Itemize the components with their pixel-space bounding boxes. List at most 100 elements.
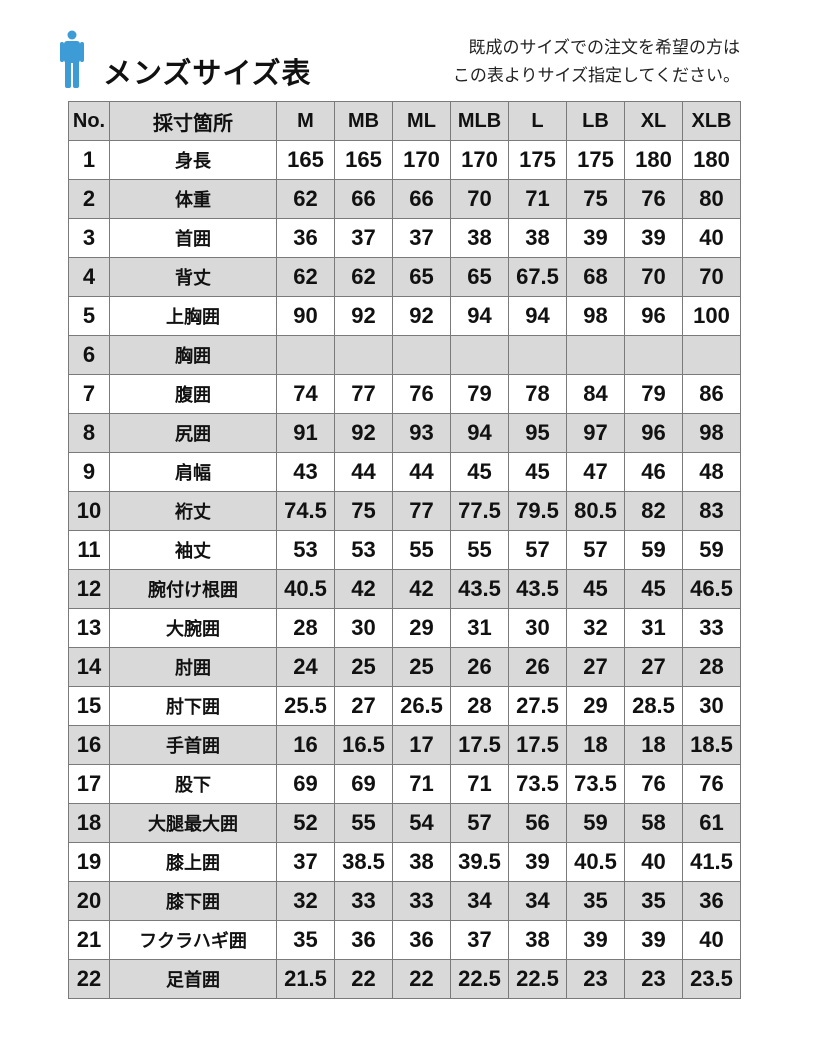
column-header: XLB xyxy=(682,101,741,141)
size-value: 36 xyxy=(392,920,451,960)
size-value: 79 xyxy=(624,374,683,414)
size-value: 92 xyxy=(392,296,451,336)
size-value: 26 xyxy=(450,647,509,687)
size-value: 34 xyxy=(450,881,509,921)
size-value: 59 xyxy=(682,530,741,570)
size-value: 24 xyxy=(276,647,335,687)
size-value: 35 xyxy=(624,881,683,921)
table-row: 3 首囲 36 37 37 38 38 39 39 40 xyxy=(68,218,741,258)
size-value: 69 xyxy=(276,764,335,804)
size-value: 175 xyxy=(566,140,625,180)
size-value: 48 xyxy=(682,452,741,492)
size-value: 71 xyxy=(450,764,509,804)
size-value: 37 xyxy=(334,218,393,258)
size-value: 29 xyxy=(392,608,451,648)
size-value: 21.5 xyxy=(276,959,335,999)
size-value: 62 xyxy=(334,257,393,297)
row-number: 14 xyxy=(68,647,110,687)
size-value: 35 xyxy=(566,881,625,921)
size-value: 45 xyxy=(450,452,509,492)
table-row: 21 フクラハギ囲 35 36 36 37 38 39 39 40 xyxy=(68,920,741,960)
table-row: 16 手首囲 16 16.5 17 17.5 17.5 18 18 18.5 xyxy=(68,725,741,765)
size-value xyxy=(276,335,335,375)
size-value: 40 xyxy=(624,842,683,882)
row-number: 17 xyxy=(68,764,110,804)
size-value: 40.5 xyxy=(276,569,335,609)
size-value: 83 xyxy=(682,491,741,531)
size-value: 43.5 xyxy=(508,569,567,609)
size-value: 54 xyxy=(392,803,451,843)
table-row: 14 肘囲 24 25 25 26 26 27 27 28 xyxy=(68,647,741,687)
size-value: 43.5 xyxy=(450,569,509,609)
size-value: 37 xyxy=(450,920,509,960)
size-value: 40 xyxy=(682,218,741,258)
size-value: 47 xyxy=(566,452,625,492)
size-value: 82 xyxy=(624,491,683,531)
size-value: 70 xyxy=(624,257,683,297)
table-row: 22 足首囲 21.5 22 22 22.5 22.5 23 23 23.5 xyxy=(68,959,741,999)
row-number: 15 xyxy=(68,686,110,726)
size-value: 79 xyxy=(450,374,509,414)
size-value: 28 xyxy=(682,647,741,687)
size-value: 77.5 xyxy=(450,491,509,531)
row-number: 1 xyxy=(68,140,110,180)
size-value: 80 xyxy=(682,179,741,219)
size-value: 71 xyxy=(508,179,567,219)
size-value: 39 xyxy=(508,842,567,882)
row-number: 4 xyxy=(68,257,110,297)
size-value: 37 xyxy=(276,842,335,882)
size-value: 36 xyxy=(334,920,393,960)
size-value: 18 xyxy=(566,725,625,765)
size-value: 95 xyxy=(508,413,567,453)
measurement-name: 背丈 xyxy=(109,257,277,297)
table-row: 11 袖丈 53 53 55 55 57 57 59 59 xyxy=(68,530,741,570)
size-value: 26 xyxy=(508,647,567,687)
table-row: 17 股下 69 69 71 71 73.5 73.5 76 76 xyxy=(68,764,741,804)
size-value: 45 xyxy=(566,569,625,609)
table-row: 19 膝上囲 37 38.5 38 39.5 39 40.5 40 41.5 xyxy=(68,842,741,882)
size-value: 94 xyxy=(450,413,509,453)
size-value: 55 xyxy=(392,530,451,570)
size-value: 42 xyxy=(392,569,451,609)
measurement-name: 膝下囲 xyxy=(109,881,277,921)
size-value: 67.5 xyxy=(508,257,567,297)
size-value: 57 xyxy=(566,530,625,570)
measurement-name: 胸囲 xyxy=(109,335,277,375)
row-number: 5 xyxy=(68,296,110,336)
size-value xyxy=(682,335,741,375)
size-value: 46.5 xyxy=(682,569,741,609)
size-value: 69 xyxy=(334,764,393,804)
size-value: 39 xyxy=(624,218,683,258)
table-row: 6 胸囲 xyxy=(68,335,741,375)
size-value: 175 xyxy=(508,140,567,180)
column-header: XL xyxy=(624,101,683,141)
size-value: 94 xyxy=(508,296,567,336)
size-value: 76 xyxy=(682,764,741,804)
size-value: 65 xyxy=(392,257,451,297)
size-value: 30 xyxy=(682,686,741,726)
size-value: 91 xyxy=(276,413,335,453)
table-row: 20 膝下囲 32 33 33 34 34 35 35 36 xyxy=(68,881,741,921)
size-value: 90 xyxy=(276,296,335,336)
size-value: 98 xyxy=(682,413,741,453)
size-value: 78 xyxy=(508,374,567,414)
row-number: 18 xyxy=(68,803,110,843)
size-value: 39.5 xyxy=(450,842,509,882)
size-value: 74 xyxy=(276,374,335,414)
table-row: 2 体重 62 66 66 70 71 75 76 80 xyxy=(68,179,741,219)
table-row: 12 腕付け根囲 40.5 42 42 43.5 43.5 45 45 46.5 xyxy=(68,569,741,609)
measurement-name: 手首囲 xyxy=(109,725,277,765)
size-value: 68 xyxy=(566,257,625,297)
size-value: 61 xyxy=(682,803,741,843)
size-value: 79.5 xyxy=(508,491,567,531)
size-value: 45 xyxy=(624,569,683,609)
size-value: 57 xyxy=(508,530,567,570)
size-value: 30 xyxy=(334,608,393,648)
size-value xyxy=(624,335,683,375)
size-value: 27.5 xyxy=(508,686,567,726)
size-value: 93 xyxy=(392,413,451,453)
measurement-name: 肘囲 xyxy=(109,647,277,687)
note-line-2: この表よりサイズ指定してください。 xyxy=(452,66,740,86)
measurement-name: 尻囲 xyxy=(109,413,277,453)
size-value: 37 xyxy=(392,218,451,258)
